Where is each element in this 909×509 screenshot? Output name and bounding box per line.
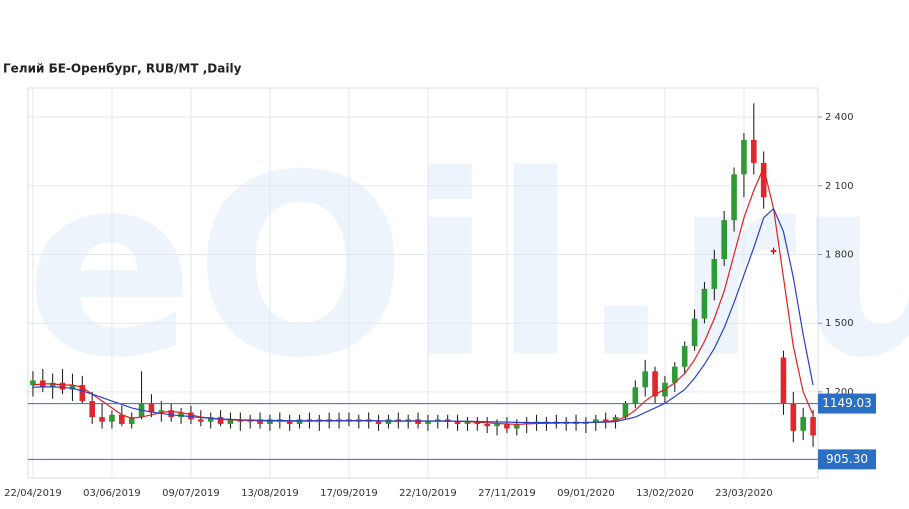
candle-body [207,417,214,422]
candle-body [593,419,599,422]
chart-title: Гелий БЕ-Оренбург, RUB/MT ,Daily [3,62,242,76]
candle-body [178,412,184,418]
candle-body [632,387,639,404]
candle-body [168,410,174,418]
candle-body [602,419,609,422]
candle-body [701,288,708,319]
x-tick-label: 13/02/2020 [636,488,694,499]
candle-body [474,421,481,424]
candle-body [741,139,747,175]
y-tick-label: 2 400 [825,112,854,123]
level-label: 1149.03 [822,396,872,410]
candle-body [286,421,293,424]
x-tick-label: 22/10/2019 [399,488,457,499]
candle-body [30,380,36,386]
candle-body [227,419,234,424]
y-tick-label: 1 200 [825,387,854,398]
candle-body [760,162,767,198]
moving-average-line [32,207,814,424]
candle-body [514,423,520,429]
x-tick-label: 09/01/2020 [557,488,615,499]
candle-body [158,410,165,413]
candle-body [128,417,135,424]
level-label-box [818,393,876,414]
candle-body [267,419,273,424]
level-label: 905.30 [826,452,868,466]
plot-frame [27,87,819,479]
candle-body [99,417,105,422]
candle-body [790,403,797,431]
candle-body [79,385,86,402]
candle-body [800,417,806,431]
candle-body [494,423,500,427]
y-tick-label: 1 500 [825,318,854,329]
candle-body [415,419,421,424]
x-tick-label: 13/08/2019 [241,488,299,499]
candle-body [49,382,56,388]
candle-body [109,414,115,422]
candle-body [681,346,688,367]
candle-body [198,419,204,422]
x-tick-label: 17/09/2019 [320,488,378,499]
candle-body [770,249,777,253]
candle-body [672,366,678,383]
candle-body [751,139,757,163]
candle-body [652,371,658,397]
x-tick-label: 23/03/2020 [715,488,773,499]
candle-body [464,421,471,424]
x-tick-label: 09/07/2019 [162,488,220,499]
candle-body [375,421,382,424]
candle-body [691,318,698,347]
candle-body [425,421,431,424]
candle-body [188,412,194,420]
watermark: eOil.ru [25,121,909,412]
candle-body [504,423,510,429]
candle-body [622,403,629,418]
candle-body [731,174,737,221]
candle-body [89,401,95,418]
candle-body [721,220,727,260]
candle-body [257,419,263,424]
x-tick-label: 27/11/2019 [478,488,536,499]
candle-body [454,421,461,424]
level-label-box [818,449,876,470]
candle-body [780,357,787,404]
candle-body [810,417,816,436]
candle-body [69,385,76,390]
candle-body [59,382,66,390]
x-tick-label: 22/04/2019 [4,488,62,499]
y-tick-label: 1 800 [825,249,854,260]
candle-body [217,417,224,424]
candle-body [484,423,490,427]
candle-body [642,371,648,388]
candle-body [148,403,155,413]
candle-body [119,414,125,424]
candle-body [612,417,619,422]
candle-body [711,259,718,289]
x-tick-label: 03/06/2019 [83,488,141,499]
y-tick-label: 2 100 [825,181,854,192]
